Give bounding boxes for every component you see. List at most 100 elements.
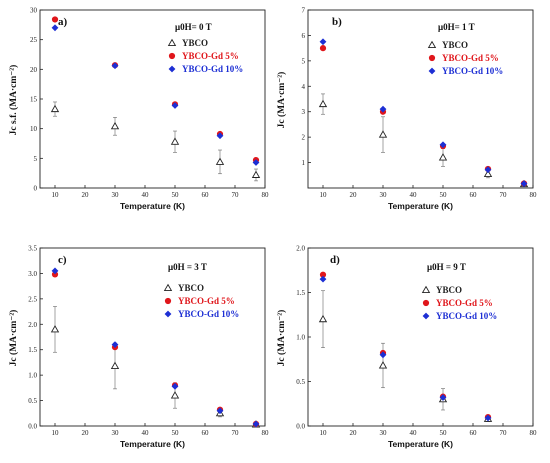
- x-tick-label: 10: [52, 191, 60, 199]
- x-tick-label: 40: [410, 429, 418, 437]
- chart-panel-d: 10 20 30 40 50 60 70 80 0.0 0.5 1.0 1.5 2.0 Temperatu…: [276, 245, 537, 450]
- data-point-diamond: [252, 420, 260, 428]
- data-point-diamond: [168, 65, 176, 73]
- x-tick-label: 10: [320, 429, 328, 437]
- x-tick-label: 10: [320, 191, 328, 199]
- legend-entry: YBCO: [436, 285, 462, 295]
- x-tick-label: 60: [470, 191, 478, 199]
- data-point-circle: [51, 16, 59, 23]
- panel-label: a): [58, 16, 68, 28]
- data-point-triangle: [438, 153, 448, 161]
- x-tick-label: 20: [350, 429, 358, 437]
- data-point-triangle: [378, 130, 388, 138]
- field-condition: μ0H= 0 T: [175, 22, 212, 32]
- data-point-diamond: [164, 310, 172, 318]
- y-axis-label: Jc (MA·cm⁻²): [8, 310, 19, 367]
- plot-frame: [39, 9, 266, 189]
- y-tick-label: 2.0: [28, 321, 37, 329]
- chart-panel-a: 10 20 30 40 50 60 70 80051015202530Temperature …: [8, 7, 269, 212]
- x-tick-label: 50: [440, 191, 448, 199]
- data-point-diamond: [439, 394, 447, 401]
- data-point-circle: [319, 45, 327, 52]
- series-ybco-gd-5-: [319, 271, 492, 421]
- data-point-triangle: [483, 169, 493, 178]
- y-tick-label: 1.5: [296, 289, 305, 297]
- plot-frame: [39, 247, 266, 427]
- y-tick-label: 1.5: [28, 346, 37, 354]
- data-point-diamond: [379, 105, 387, 113]
- series-ybco-gd-10-: [51, 267, 260, 428]
- y-axis-label: Jc (MA·cm⁻²): [276, 72, 287, 129]
- data-point-triangle: [427, 40, 437, 48]
- y-tick-label: 7: [302, 7, 306, 15]
- legend-entry: YBCO: [182, 38, 208, 48]
- x-tick-label: 40: [410, 191, 418, 199]
- legend: YBCO YBCO-Gd 5% YBCO-Gd 10%: [167, 38, 243, 74]
- data-point-circle: [428, 54, 436, 62]
- x-tick-label: 70: [500, 191, 508, 199]
- x-tick-label: 10: [52, 429, 60, 437]
- legend: YBCO YBCO-Gd 5% YBCO-Gd 10%: [163, 283, 239, 319]
- y-tick-label: 1.0: [296, 334, 305, 342]
- y-tick-label: 10: [30, 125, 38, 133]
- series-ybco: [318, 93, 529, 188]
- x-tick-label: 80: [530, 429, 538, 437]
- x-tick-label: 40: [142, 191, 150, 199]
- x-tick-label: 70: [232, 191, 240, 199]
- data-point-diamond: [171, 102, 179, 109]
- legend-entry: YBCO-Gd 5%: [436, 298, 493, 308]
- legend-entry: YBCO-Gd 5%: [442, 53, 499, 63]
- y-tick-label: 6: [302, 32, 306, 40]
- x-tick-label: 20: [82, 191, 90, 199]
- data-point-triangle: [163, 283, 173, 291]
- series-ybco-gd-5-: [51, 16, 260, 164]
- y-tick-label: 0: [34, 185, 38, 193]
- data-point-diamond: [319, 275, 327, 283]
- legend-entry: YBCO: [442, 40, 468, 50]
- y-tick-label: 20: [30, 66, 38, 74]
- legend: YBCO YBCO-Gd 5% YBCO-Gd 10%: [421, 285, 497, 321]
- chart-panel-b: 10 20 30 40 50 60 70 80 1 2 3 4 5 6 7 Temperature (K) Jc…: [276, 7, 537, 212]
- data-point-diamond: [439, 141, 447, 149]
- data-point-diamond: [379, 351, 387, 359]
- x-tick-label: 50: [172, 191, 180, 199]
- series-ybco-gd-10-: [51, 24, 260, 166]
- data-point-triangle: [50, 325, 60, 333]
- y-tick-label: 5: [34, 155, 38, 163]
- y-tick-label: 3.5: [28, 245, 37, 253]
- series-ybco: [50, 101, 261, 182]
- y-tick-label: 15: [30, 96, 38, 104]
- data-point-circle: [422, 299, 430, 307]
- y-tick-label: 3.0: [28, 270, 37, 278]
- y-axis-label: Jc s.f. (MA·cm⁻²): [8, 65, 19, 136]
- data-point-diamond: [51, 24, 59, 32]
- data-point-triangle: [378, 361, 388, 369]
- data-point-triangle: [170, 391, 180, 399]
- field-condition: μ0H = 9 T: [427, 262, 466, 272]
- y-tick-label: 2: [302, 134, 306, 142]
- data-point-triangle: [167, 38, 177, 46]
- x-tick-label: 50: [172, 429, 180, 437]
- x-axis-label: Temperature (K): [388, 439, 453, 449]
- series-ybco-gd-10-: [319, 38, 528, 188]
- x-tick-label: 30: [112, 191, 120, 199]
- data-point-triangle: [318, 99, 328, 108]
- legend-entry: YBCO-Gd 5%: [178, 296, 235, 306]
- x-tick-label: 80: [530, 191, 538, 199]
- series-ybco-gd-10-: [319, 275, 492, 422]
- x-tick-label: 60: [202, 191, 210, 199]
- data-point-diamond: [484, 414, 492, 422]
- data-point-diamond: [51, 267, 59, 275]
- data-point-circle: [319, 271, 327, 278]
- y-tick-label: 30: [30, 7, 38, 15]
- x-tick-label: 60: [470, 429, 478, 437]
- data-point-diamond: [319, 38, 327, 46]
- y-tick-label: 2.5: [28, 295, 37, 303]
- x-tick-label: 30: [112, 429, 120, 437]
- data-point-diamond: [171, 382, 179, 390]
- x-tick-label: 40: [142, 429, 150, 437]
- plot-frame: [307, 247, 534, 427]
- x-tick-label: 80: [262, 429, 270, 437]
- data-point-triangle: [421, 285, 431, 293]
- x-tick-label: 50: [440, 429, 448, 437]
